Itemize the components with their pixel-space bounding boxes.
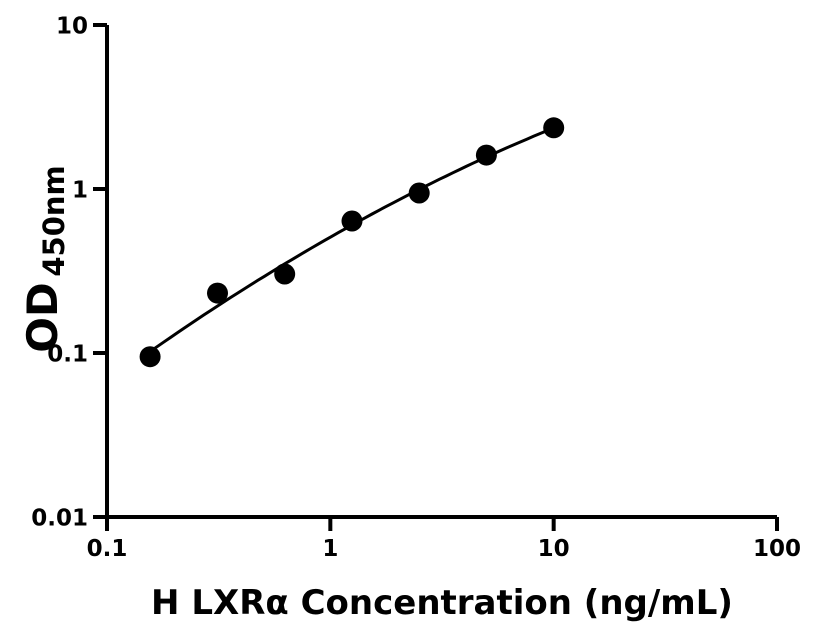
data-point-marker: [274, 263, 296, 285]
y-axis-title: OD 450nm: [18, 165, 71, 353]
y-axis-tick-label: 0.1: [47, 342, 88, 368]
y-axis-tick-label: 10: [56, 14, 88, 40]
x-axis-tick-label: 1: [322, 536, 338, 562]
x-axis-title: H LXRα Concentration (ng/mL): [151, 583, 733, 623]
data-point-marker: [475, 144, 497, 166]
y-axis-tick-label: 0.01: [31, 506, 88, 532]
data-point-marker: [543, 117, 565, 139]
x-axis-tick-label: 10: [538, 536, 570, 562]
y-axis-tick-label: 1: [72, 178, 88, 204]
data-point-marker: [139, 346, 161, 368]
y-axis-title-main: OD: [18, 282, 67, 353]
data-point-marker: [207, 282, 228, 304]
axes-layer: 10 1 0.1 0.01 0.1 1 10 100: [31, 14, 801, 563]
data-point-marker: [341, 210, 363, 232]
x-axis-tick-label: 100: [753, 536, 801, 562]
axis-spines: [105, 25, 777, 519]
x-axis-tick-label: 0.1: [87, 536, 128, 562]
y-axis-title-subscript: 450nm: [37, 165, 71, 276]
data-point-marker: [408, 182, 430, 204]
data-points-layer: [139, 117, 565, 368]
